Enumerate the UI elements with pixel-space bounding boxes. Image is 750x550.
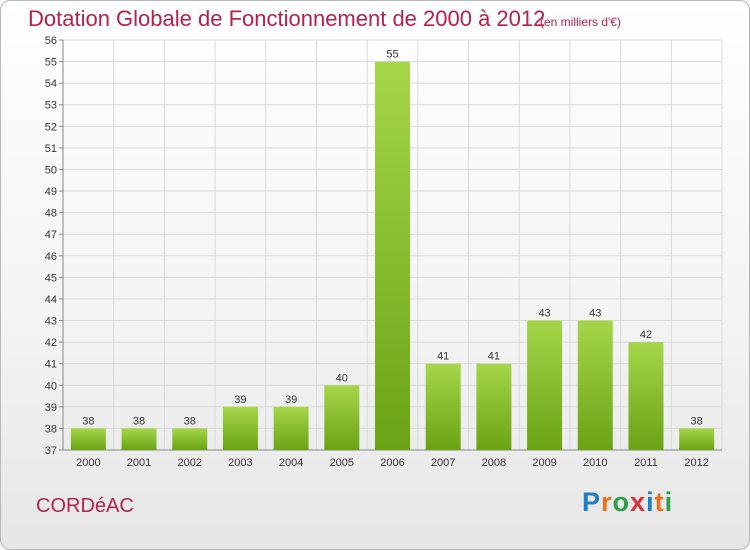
x-tick-label-2000: 2000: [76, 457, 100, 469]
data-label-2006: 55: [386, 49, 398, 61]
y-tick-label-41: 41: [45, 359, 57, 371]
label-layer: 37 38 39 40 41 42 43 44 45 46 47 48 49 50 51 52 53 54 55 56…: [45, 35, 709, 469]
bar-layer: [70, 61, 715, 450]
x-tick-label-2006: 2006: [380, 457, 404, 469]
data-label-2009: 43: [538, 308, 550, 320]
y-tick-label-38: 38: [45, 423, 57, 435]
chart-subtitle: (en milliers d'€): [540, 15, 621, 29]
logo-letter: P: [582, 487, 602, 517]
y-tick-label-48: 48: [45, 208, 57, 220]
x-tick-label-2004: 2004: [279, 457, 303, 469]
bar-2004: [273, 406, 309, 450]
y-tick-label-43: 43: [45, 316, 57, 328]
y-tick-label-55: 55: [45, 57, 57, 69]
y-tick-label-53: 53: [45, 100, 57, 112]
y-tick-label-50: 50: [45, 164, 57, 176]
y-tick-label-39: 39: [45, 402, 57, 414]
data-label-2011: 42: [640, 329, 652, 341]
bar-2012: [679, 428, 715, 450]
bar-2007: [425, 363, 461, 450]
data-label-2007: 41: [437, 351, 449, 363]
x-tick-label-2012: 2012: [684, 457, 708, 469]
y-tick-label-56: 56: [45, 35, 57, 47]
logo-letter: t: [654, 487, 665, 517]
x-tick-label-2001: 2001: [127, 457, 151, 469]
proxiti-logo: Proxiti: [582, 487, 673, 518]
bar-2011: [628, 342, 664, 450]
y-tick-label-37: 37: [45, 445, 57, 457]
data-label-2008: 41: [488, 351, 500, 363]
data-label-2001: 38: [133, 415, 145, 427]
bar-2001: [121, 428, 157, 450]
logo-letter: x: [630, 487, 647, 517]
x-tick-label-2009: 2009: [532, 457, 556, 469]
x-tick-label-2011: 2011: [634, 457, 658, 469]
data-label-2004: 39: [285, 394, 297, 406]
bar-2006: [375, 61, 410, 450]
bar-2010: [577, 320, 613, 450]
data-label-2000: 38: [82, 415, 94, 427]
data-label-2005: 40: [336, 372, 348, 384]
bar-2009: [527, 320, 563, 450]
y-tick-label-47: 47: [45, 229, 57, 241]
x-tick-label-2008: 2008: [482, 457, 506, 469]
x-tick-label-2010: 2010: [583, 457, 607, 469]
logo-letter: i: [664, 487, 674, 517]
bar-2002: [172, 428, 208, 450]
y-tick-label-51: 51: [45, 143, 57, 155]
chart-title: Dotation Globale de Fonctionnement de 20…: [28, 6, 546, 31]
data-label-2012: 38: [691, 415, 703, 427]
x-tick-label-2007: 2007: [431, 457, 455, 469]
x-tick-label-2003: 2003: [228, 457, 252, 469]
bar-2003: [222, 406, 258, 450]
x-tick-label-2002: 2002: [177, 457, 201, 469]
y-tick-label-46: 46: [45, 251, 57, 263]
bar-2008: [476, 363, 512, 450]
y-tick-label-40: 40: [45, 380, 57, 392]
data-label-2003: 39: [234, 394, 246, 406]
y-tick-label-42: 42: [45, 337, 57, 349]
data-label-2010: 43: [589, 308, 601, 320]
y-tick-label-52: 52: [45, 121, 57, 133]
y-tick-label-45: 45: [45, 272, 57, 284]
logo-letter: i: [646, 487, 655, 517]
commune-name: CORDéAC: [36, 495, 134, 517]
y-tick-label-44: 44: [45, 294, 57, 306]
y-tick-label-49: 49: [45, 186, 57, 198]
logo-letter: r: [601, 487, 613, 517]
bar-2000: [70, 428, 106, 450]
data-label-2002: 38: [184, 415, 196, 427]
y-tick-label-54: 54: [45, 78, 57, 90]
x-tick-label-2005: 2005: [330, 457, 354, 469]
logo-letter: o: [612, 487, 631, 517]
bar-2005: [324, 385, 360, 450]
